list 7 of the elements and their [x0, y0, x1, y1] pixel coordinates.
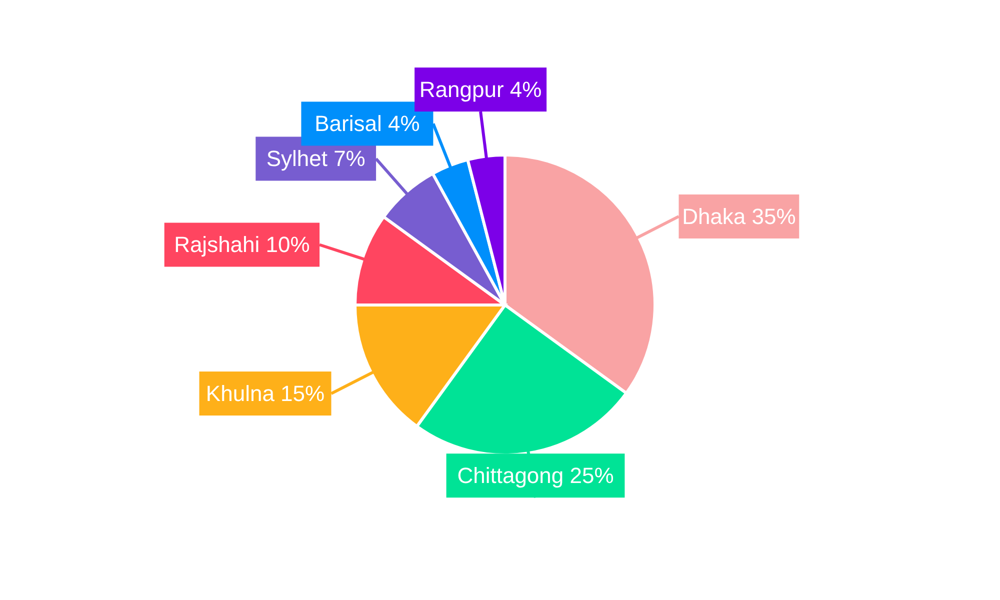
slice-label: Rajshahi 10% — [174, 232, 310, 258]
slice-label: Chittagong 25% — [457, 463, 614, 488]
slice-label: Sylhet 7% — [266, 146, 366, 172]
slice-label: Barisal 4% — [314, 111, 420, 136]
slice-label: Dhaka 35% — [682, 204, 796, 229]
slice-label: Rangpur 4% — [419, 77, 542, 102]
slice-label: Khulna 15% — [206, 381, 325, 406]
